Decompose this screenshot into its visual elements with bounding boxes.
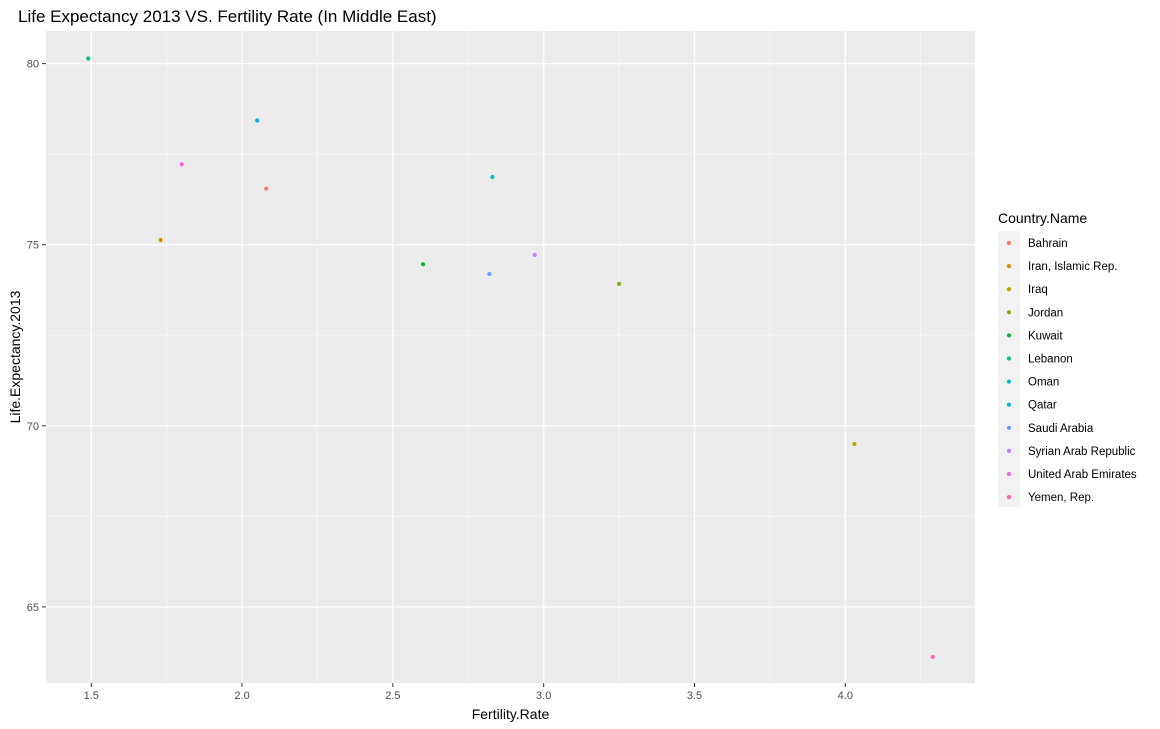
legend: Country.Name Bahrain Iran, Islamic Rep. Ir…: [998, 210, 1137, 507]
legend-key: [1006, 448, 1012, 453]
legend-key: [1006, 425, 1012, 430]
legend-label: Oman: [1028, 377, 1059, 389]
y-tick-label: 80: [27, 59, 39, 71]
legend-key: [1006, 495, 1012, 500]
data-point: [420, 262, 426, 267]
legend-key: [1006, 356, 1012, 361]
data-point: [487, 271, 492, 277]
y-tick-label: 65: [27, 602, 39, 614]
data-points: [86, 56, 935, 660]
legend-key: [1006, 240, 1012, 246]
data-point: [158, 237, 163, 243]
legend-key: [1006, 287, 1012, 292]
y-axis-title: Life.Expectancy.2013: [7, 290, 23, 423]
data-point: [179, 162, 184, 167]
x-tick-label: 3.5: [687, 690, 702, 702]
x-axis-title: Fertility.Rate: [472, 706, 550, 722]
data-point: [852, 441, 857, 447]
legend-label: Saudi Arabia: [1028, 423, 1094, 435]
data-point: [930, 654, 935, 660]
legend-key: [1006, 310, 1012, 315]
legend-label: Qatar: [1028, 400, 1057, 412]
data-point: [86, 56, 91, 61]
data-point: [616, 281, 622, 286]
data-point: [255, 118, 260, 123]
x-tick-label: 3.0: [536, 690, 551, 702]
y-tick-label: 75: [27, 240, 39, 252]
y-tick-label: 70: [27, 421, 39, 433]
minor-gridlines: [46, 31, 975, 683]
chart-title: Life Expectancy 2013 VS. Fertility Rate …: [18, 7, 437, 26]
x-tick-label: 1.5: [84, 690, 99, 702]
major-gridlines: [46, 31, 975, 683]
legend-label: United Arab Emirates: [1028, 469, 1137, 481]
legend-key-background: [998, 231, 1020, 507]
plot-panel: [46, 31, 975, 683]
legend-key: [1006, 333, 1012, 338]
legend-title: Country.Name: [998, 210, 1087, 226]
legend-key: [1006, 379, 1012, 384]
x-tick-label: 4.0: [838, 690, 853, 702]
y-axis: 65 70 75 80: [27, 59, 46, 614]
legend-label: Bahrain: [1028, 238, 1068, 250]
legend-label: Kuwait: [1028, 330, 1063, 342]
x-tick-label: 2.5: [385, 690, 400, 702]
data-point: [490, 174, 495, 180]
legend-key: [1006, 402, 1012, 407]
data-point: [264, 186, 269, 191]
legend-key: [1006, 264, 1012, 269]
data-point: [532, 252, 537, 257]
x-axis: 1.5 2.0 2.5 3.0 3.5 4.0: [84, 683, 853, 702]
legend-key: [1006, 471, 1012, 477]
legend-label: Yemen, Rep.: [1028, 492, 1094, 504]
legend-label: Lebanon: [1028, 354, 1073, 366]
x-tick-label: 2.0: [234, 690, 249, 702]
legend-label: Iraq: [1028, 284, 1048, 296]
legend-label: Iran, Islamic Rep.: [1028, 261, 1117, 273]
legend-label: Jordan: [1028, 307, 1063, 319]
legend-label: Syrian Arab Republic: [1028, 446, 1136, 458]
